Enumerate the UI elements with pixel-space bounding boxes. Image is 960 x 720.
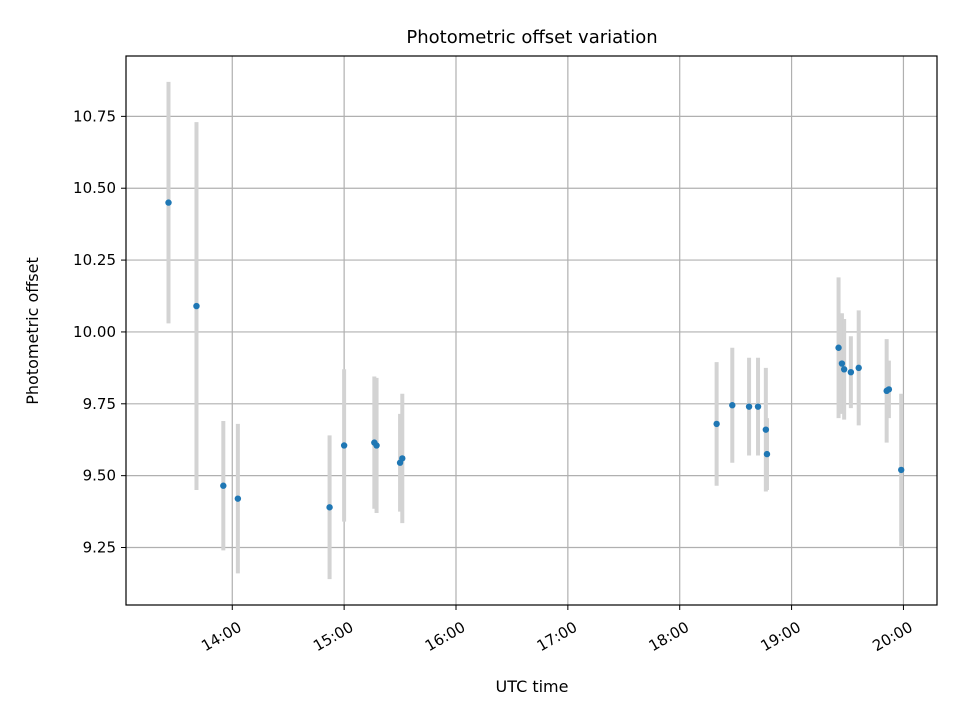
- data-point: [763, 450, 771, 458]
- y-tick-label: 9.25: [83, 539, 116, 557]
- x-axis-label: UTC time: [496, 677, 569, 696]
- data-point: [840, 366, 848, 373]
- data-point: [838, 360, 846, 367]
- y-tick-label: 10.00: [73, 323, 116, 341]
- data-point: [762, 426, 770, 433]
- data-point: [220, 482, 227, 489]
- y-tick-label: 10.75: [73, 107, 116, 125]
- data-point: [373, 442, 380, 449]
- data-point: [340, 442, 348, 449]
- data-point: [193, 302, 200, 310]
- data-points: [165, 199, 905, 511]
- y-tick-label: 10.50: [73, 179, 116, 197]
- data-point: [855, 364, 862, 372]
- data-point: [745, 403, 753, 410]
- y-axis-label: Photometric offset: [23, 257, 42, 405]
- data-point: [847, 368, 855, 376]
- grid-lines: [126, 56, 937, 605]
- data-point: [234, 495, 242, 502]
- data-point: [713, 420, 720, 428]
- y-tick-label: 10.25: [73, 251, 116, 269]
- data-point: [729, 402, 736, 409]
- y-tick-label: 9.75: [83, 395, 116, 413]
- y-tick-label: 9.50: [83, 467, 116, 485]
- data-point: [754, 403, 762, 410]
- data-point: [835, 344, 842, 351]
- data-point: [885, 386, 893, 393]
- data-point: [898, 466, 905, 474]
- data-point: [165, 199, 172, 206]
- chart-title: Photometric offset variation: [406, 27, 657, 48]
- y-axis-ticks: 9.25 9.50 9.75 10.00 10.25 10.50 10.75: [73, 107, 126, 557]
- plot-frame: [125, 55, 938, 606]
- data-point: [326, 504, 333, 511]
- data-point: [399, 455, 406, 462]
